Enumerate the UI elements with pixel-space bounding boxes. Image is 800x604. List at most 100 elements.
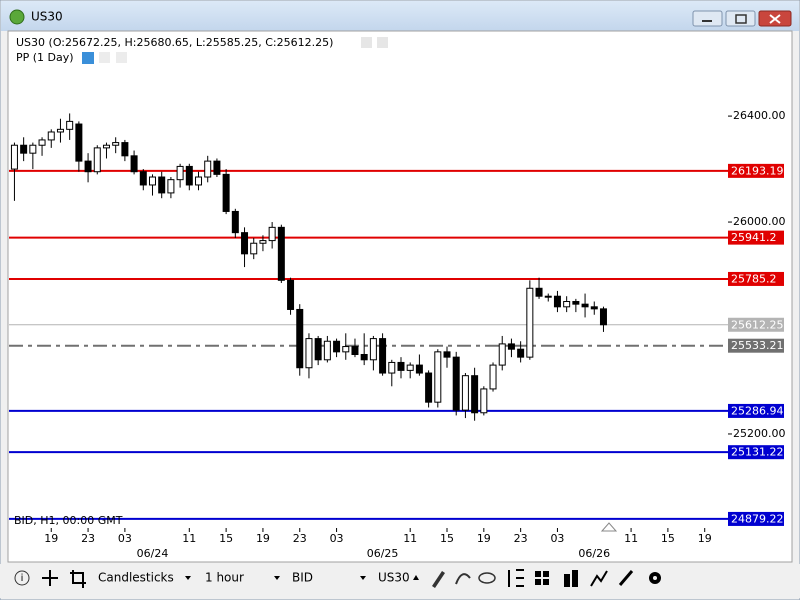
x-tick-label: 11 [182,532,196,545]
level-label-bg [728,511,784,526]
title-bar [1,1,799,31]
candle-body [213,160,221,175]
candle-body [388,361,396,374]
indicator-icon[interactable] [590,570,608,587]
level-label-bg [728,230,784,245]
candle-body [535,287,543,297]
info-icon[interactable] [14,570,30,586]
candle-body [84,160,92,173]
candle-body [351,346,359,355]
candle-body [296,308,304,369]
indicator-settings[interactable] [82,52,94,64]
candle-body [20,144,28,154]
dropdown-arrow [185,576,191,580]
timeframe-select[interactable]: 1 hour [205,571,244,585]
info-button[interactable] [377,37,388,48]
layout-icon[interactable] [535,571,549,585]
indicator-close[interactable] [116,52,127,63]
candle-body [461,375,469,411]
candle-body [268,226,276,242]
hide-icon[interactable] [478,572,496,584]
level-label: 24879.22 [731,512,784,525]
candle-body [277,226,285,281]
level-label-bg [728,403,784,418]
candle-body [167,179,175,194]
maximize-button[interactable] [725,10,756,27]
crosshair-icon[interactable] [42,570,58,586]
candle-body [176,165,184,181]
candle-body [121,142,129,157]
draw-icon[interactable] [432,571,445,588]
candle-body [553,295,561,308]
date-label: 06/24 [137,547,169,560]
info-button[interactable] [361,37,372,48]
dropdown-arrow [360,576,366,580]
candle-body [130,155,138,173]
indicator-button[interactable] [99,52,110,63]
magnet-icon[interactable] [455,573,471,585]
candle-body [148,176,156,186]
candle-body [231,210,239,234]
x-tick-label: 23 [81,532,95,545]
x-tick-label: 03 [330,532,344,545]
x-tick-label: 15 [661,532,675,545]
candle-body [581,303,589,308]
candle-body [314,338,322,361]
x-tick-label: 19 [698,532,712,545]
crop-icon[interactable] [70,570,86,588]
candle-body [139,171,147,186]
chart-pane [7,30,793,563]
candle-body [342,346,350,353]
x-tick-label: 11 [403,532,417,545]
footer-info: BID, H1, 00:00 GMT [14,514,123,527]
x-tick-label: 03 [550,532,564,545]
link-icon[interactable] [618,570,634,586]
candle-body [204,160,212,178]
window-controls [692,10,792,27]
minimize-glyph [702,20,712,22]
candle-body [10,144,18,170]
candle-body [369,338,377,361]
sort-icon[interactable] [508,569,524,587]
candle-body [222,173,230,212]
candle-body [434,351,442,403]
candle-body [452,356,460,411]
candle-body [195,176,203,186]
candle-body [305,338,313,369]
close-glyph [769,14,781,24]
scroll-marker[interactable] [600,522,618,532]
candle-body [517,348,525,358]
x-tick-label: 11 [624,532,638,545]
candle-body [75,123,83,162]
y-tick-label: 26000.00 [733,215,786,228]
candle-body [112,142,120,146]
candle-body [66,120,74,130]
price-select[interactable]: BID [292,571,313,585]
level-label: 25131.22 [731,446,784,459]
template-icon[interactable] [564,570,578,587]
symbol-select[interactable]: US30 [378,571,410,585]
maximize-glyph [735,14,747,24]
candle-body [507,343,515,350]
candle-body [56,128,64,133]
x-tick-label: 15 [440,532,454,545]
level-label: 25612.25 [731,318,784,331]
candle-body [287,279,295,310]
candle-body [93,147,101,173]
candle-body [544,295,552,298]
level-label-bg [728,317,784,332]
candle-body [572,301,580,305]
plot: 26400.00 26000.00 25200.00 19 23 03 11 15 19 23 03… [9,109,786,560]
candle-body [443,351,451,358]
app-icon [9,9,25,25]
level-label-bg [728,271,784,286]
candle-body [406,364,414,371]
minimize-button[interactable] [692,10,723,27]
chart-type-select[interactable]: Candlesticks [98,571,174,585]
candle-body [489,364,497,390]
x-tick-label: 15 [219,532,233,545]
x-tick-label: 19 [44,532,58,545]
candle-body [397,361,405,371]
x-tick-label: 23 [514,532,528,545]
